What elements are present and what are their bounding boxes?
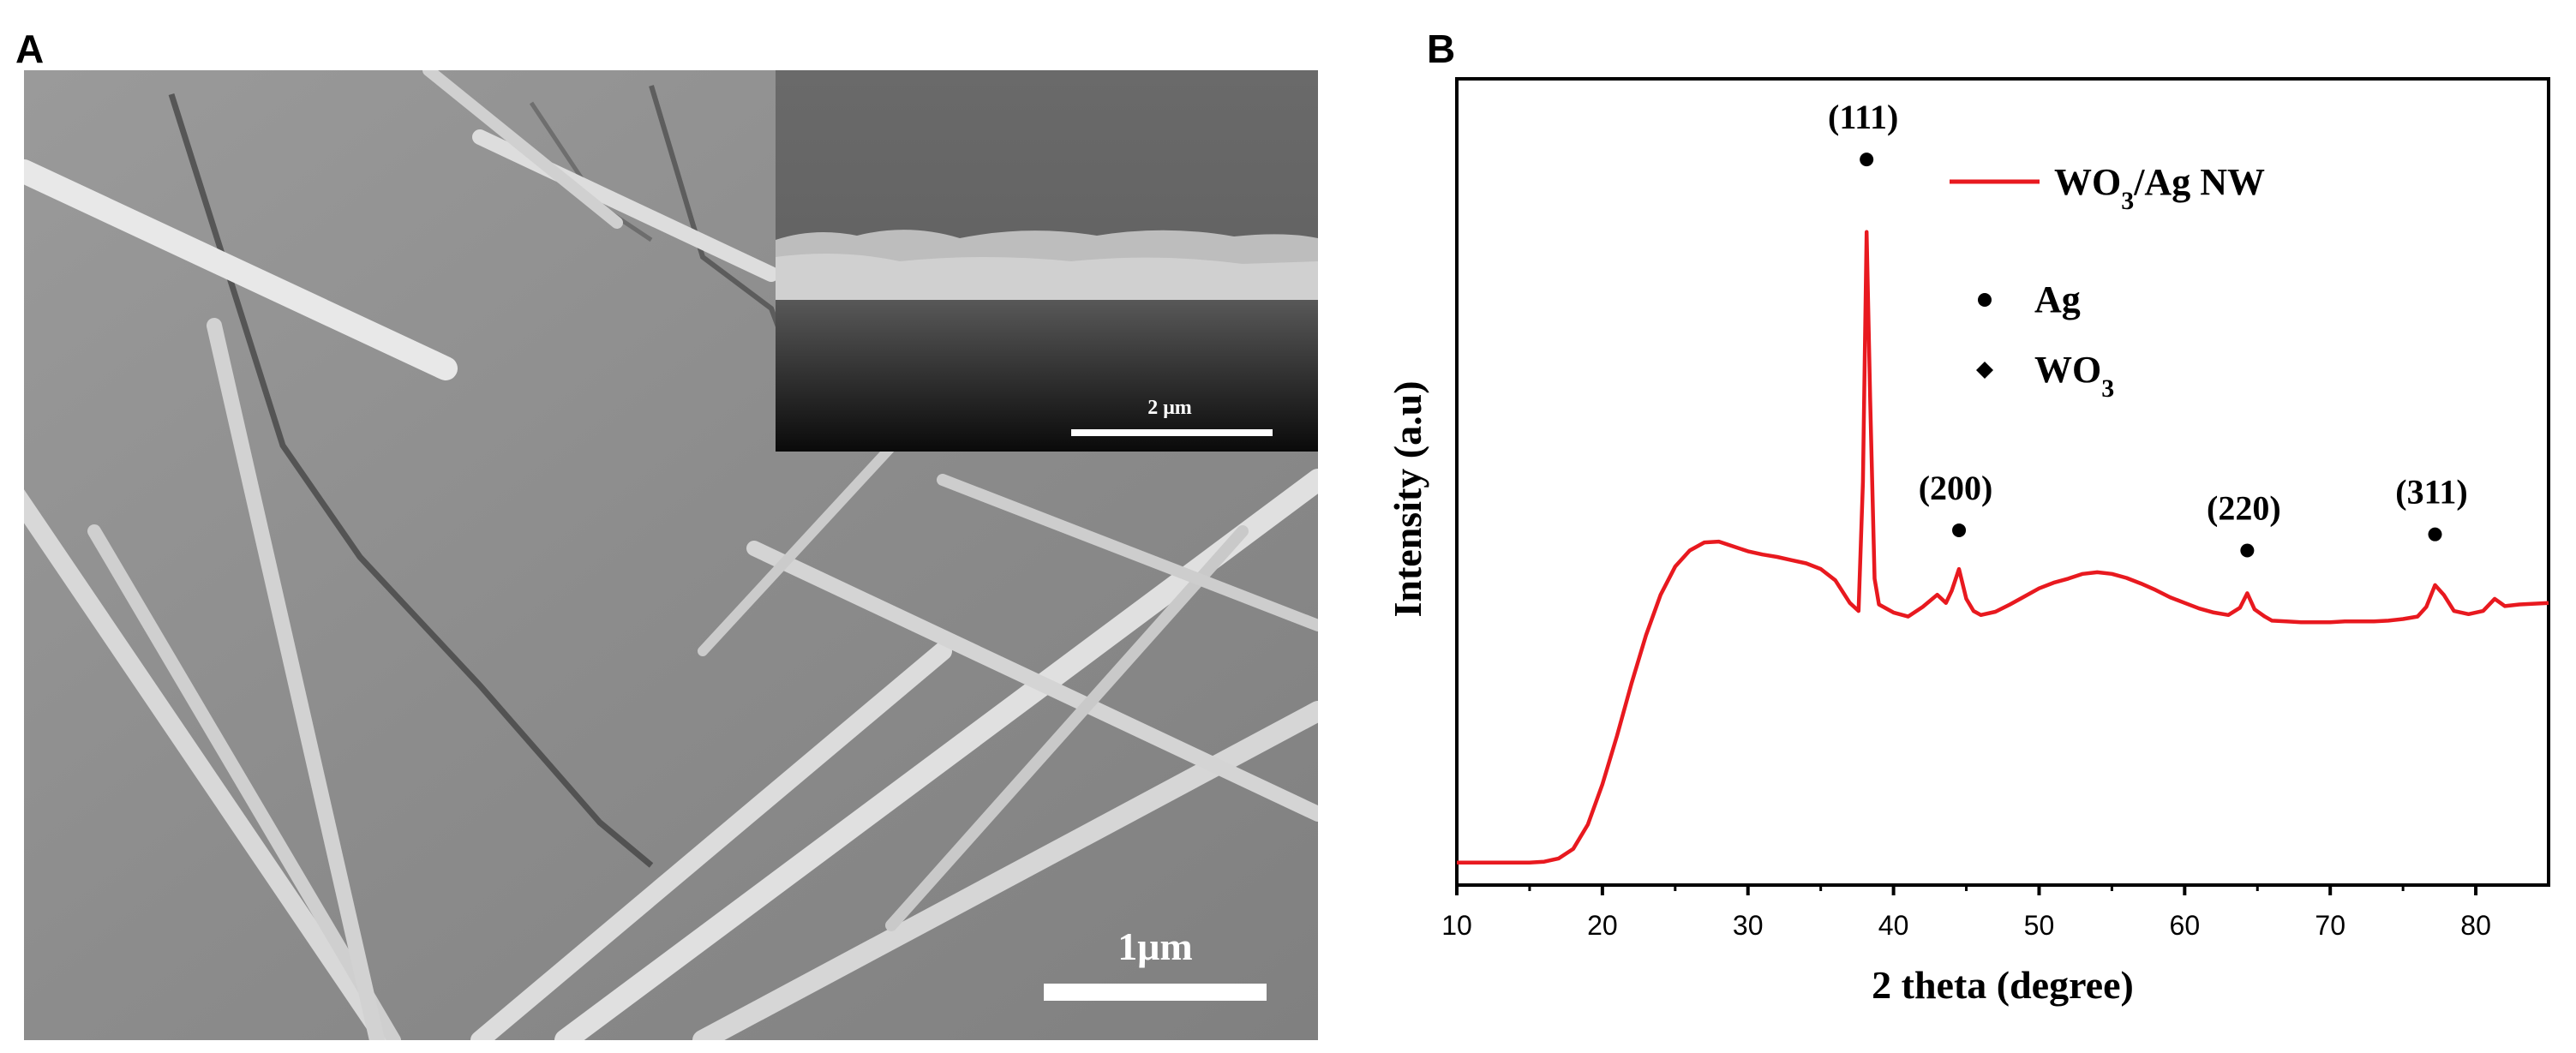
y-axis-label: Intensity (a.u) (1386, 380, 1429, 617)
inset-scale-label: 2 μm (1147, 397, 1192, 419)
marker-legend-symbol-1 (1976, 362, 1993, 379)
peak-label-3: (311) (2395, 473, 2467, 512)
x-tick-label: 50 (2024, 910, 2055, 941)
x-tick-label: 40 (1878, 910, 1909, 941)
plot-area: 10 20 30 40 50 60 70 80 2 theta (degree) Intensit… (1386, 77, 2550, 1007)
sem-inset: 2 μm (776, 70, 1318, 452)
marker-legend-symbol-0 (1978, 293, 1992, 307)
panel-label-b: B (1427, 27, 1456, 71)
peak-label-1: (200) (1919, 469, 1993, 507)
panel-label-a: A (15, 27, 45, 71)
peak-marker-3 (2428, 527, 2442, 541)
peak-label-2: (220) (2207, 488, 2281, 527)
sem-image: 2 μm 1μm (24, 70, 1318, 1040)
marker-legend-label-1: WO3 (2034, 349, 2114, 403)
marker-legend-label-0: Ag (2034, 278, 2081, 320)
x-tick-label: 70 (2315, 910, 2345, 941)
legend-entry: WO3/Ag NW (2054, 161, 2265, 215)
series-line-0 (1457, 230, 2549, 865)
plot-frame (1455, 77, 2550, 887)
x-tick-label: 10 (1441, 910, 1472, 941)
x-tick-label: 80 (2460, 910, 2491, 941)
x-tick-label: 20 (1587, 910, 1618, 941)
peak-marker-2 (2240, 543, 2255, 558)
peak-label-0: (111) (1828, 98, 1898, 136)
x-tick-label: 60 (2170, 910, 2201, 941)
peak-marker-0 (1860, 153, 1874, 167)
x-tick-label: 30 (1733, 910, 1764, 941)
main-scale-label: 1μm (1117, 924, 1192, 968)
peak-marker-1 (1952, 523, 1967, 537)
x-axis-label: 2 theta (degree) (1872, 963, 2134, 1007)
